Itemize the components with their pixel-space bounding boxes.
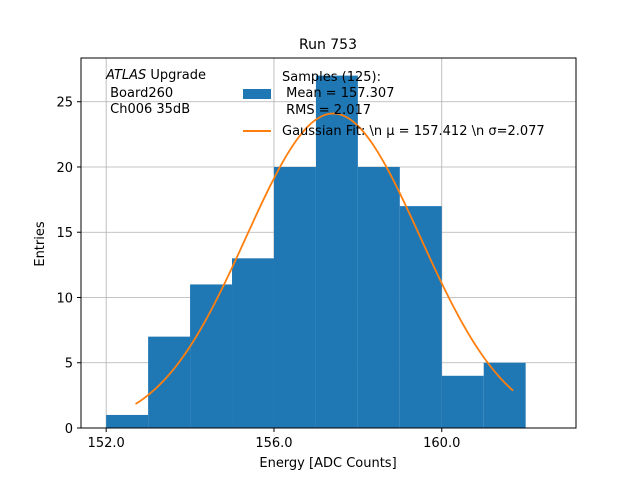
y-tick-label: 20	[56, 161, 73, 176]
x-tick-label: 160.0	[423, 436, 460, 451]
gaussian-fit	[135, 112, 514, 405]
gaussian-fit-curve	[135, 112, 514, 405]
histogram-bar	[399, 206, 442, 428]
x-tick-label: 152.0	[88, 436, 125, 451]
x-axis-label: Energy [ADC Counts]	[259, 456, 396, 471]
histogram-bar	[315, 75, 358, 428]
legend-hist-line-2: Mean = 157.307	[282, 86, 394, 101]
legend-hist-line-1: Samples (125):	[282, 70, 381, 85]
histogram-bar	[273, 166, 316, 429]
annotation-atlas: ATLAS	[105, 68, 146, 83]
annotation-line-3: Ch006 35dB	[106, 102, 190, 117]
histogram-bars	[106, 75, 526, 429]
histogram-bar	[441, 375, 484, 428]
y-tick-label: 5	[65, 357, 73, 372]
plot-frame	[80, 57, 577, 429]
legend-hist-line-3: RMS = 2.017	[282, 103, 371, 118]
y-tick-label: 15	[56, 226, 73, 241]
histogram-bar	[106, 414, 149, 428]
chart-title: Run 753	[299, 37, 357, 53]
atlas-annotation: ATLAS Upgrade Board260 Ch006 35dB	[105, 68, 206, 117]
annotation-line-1: ATLAS Upgrade	[105, 68, 206, 83]
axis-ticks: 152.0 156.0 160.0 0 5 10 15 20 25	[56, 96, 460, 451]
histogram-bar	[148, 336, 191, 428]
histogram-bar	[232, 258, 274, 428]
legend-hist-swatch	[243, 89, 271, 99]
annotation-upgrade: Upgrade	[146, 68, 206, 83]
y-tick-label: 10	[56, 291, 73, 306]
annotation-line-2: Board260	[106, 86, 173, 101]
legend-fit-label: Gaussian Fit: \n μ = 157.412 \n σ=2.077	[282, 124, 545, 139]
legend: Samples (125): Mean = 157.307 RMS = 2.01…	[243, 70, 545, 139]
y-axis-label: Entries	[33, 221, 48, 267]
y-tick-label: 25	[56, 96, 73, 111]
histogram-bar	[190, 284, 233, 428]
y-tick-label: 0	[65, 422, 73, 437]
histogram-bar	[357, 166, 400, 429]
x-tick-label: 156.0	[255, 436, 292, 451]
histogram-bar	[483, 362, 526, 428]
